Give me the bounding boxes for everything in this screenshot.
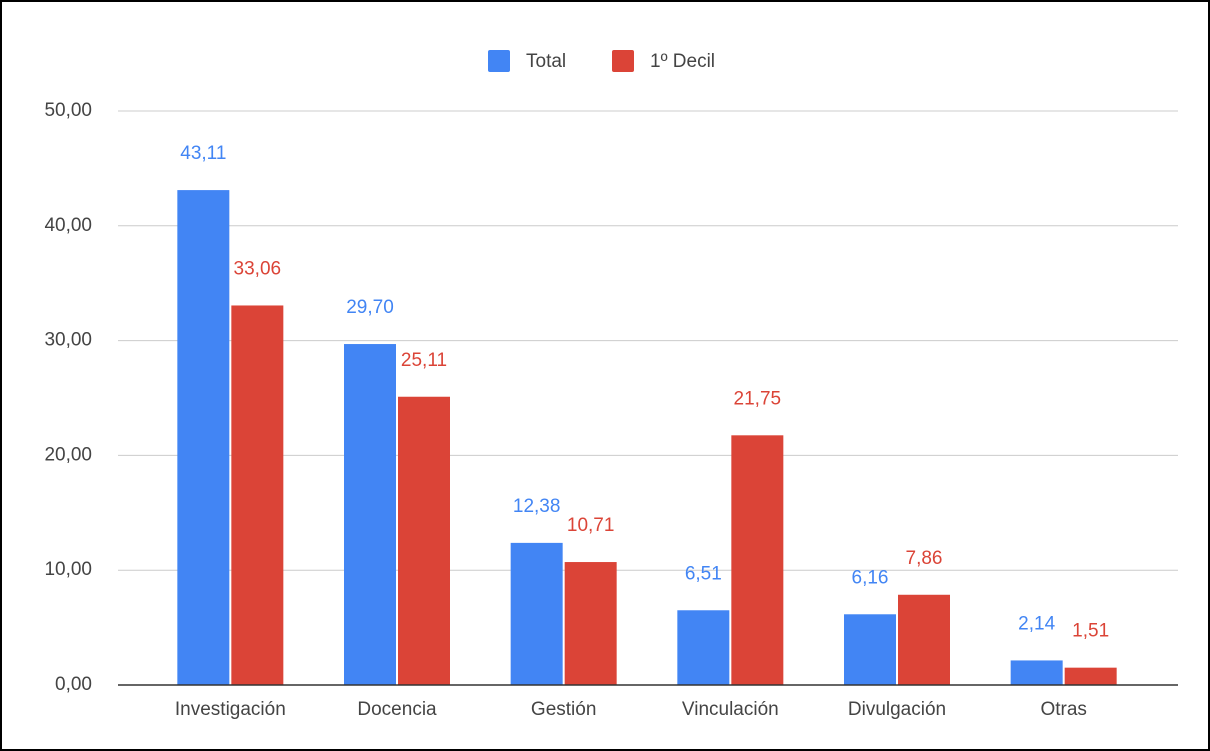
data-label: 33,06 — [234, 258, 282, 279]
legend-swatch — [612, 50, 634, 72]
x-tick-label: Investigación — [175, 699, 286, 720]
data-label: 21,75 — [734, 388, 782, 409]
data-label: 6,51 — [685, 563, 722, 584]
y-tick-label: 0,00 — [55, 674, 92, 695]
bar — [677, 610, 730, 685]
bar — [564, 562, 617, 685]
y-tick-label: 40,00 — [44, 215, 92, 236]
legend-swatch — [488, 50, 510, 72]
x-tick-label: Gestión — [531, 699, 596, 720]
y-tick-label: 30,00 — [44, 330, 92, 351]
y-tick-label: 50,00 — [44, 100, 92, 121]
data-label: 2,14 — [1018, 613, 1055, 634]
bar — [1064, 667, 1117, 685]
bar — [1010, 660, 1063, 685]
bar — [731, 435, 784, 685]
bar — [231, 305, 284, 685]
data-label: 43,11 — [180, 143, 226, 164]
data-label: 10,71 — [567, 515, 615, 536]
data-label: 29,70 — [346, 297, 394, 318]
bar — [844, 614, 896, 685]
legend-label: Total — [526, 51, 566, 72]
data-label: 1,51 — [1072, 621, 1109, 642]
bar — [510, 542, 563, 685]
data-label: 12,38 — [513, 496, 561, 517]
bar — [898, 594, 950, 685]
legend-label: 1º Decil — [650, 51, 715, 72]
data-label: 7,86 — [906, 548, 943, 569]
x-tick-label: Divulgación — [848, 699, 946, 720]
x-tick-label: Vinculación — [682, 699, 779, 720]
x-tick-label: Docencia — [357, 699, 437, 720]
data-label: 6,16 — [852, 567, 889, 588]
y-tick-label: 10,00 — [44, 559, 92, 580]
bar — [344, 344, 396, 685]
bar — [177, 190, 230, 685]
y-tick-label: 20,00 — [44, 444, 92, 465]
x-tick-label: Otras — [1040, 699, 1086, 720]
bar — [398, 396, 450, 685]
data-label: 25,11 — [401, 350, 447, 371]
